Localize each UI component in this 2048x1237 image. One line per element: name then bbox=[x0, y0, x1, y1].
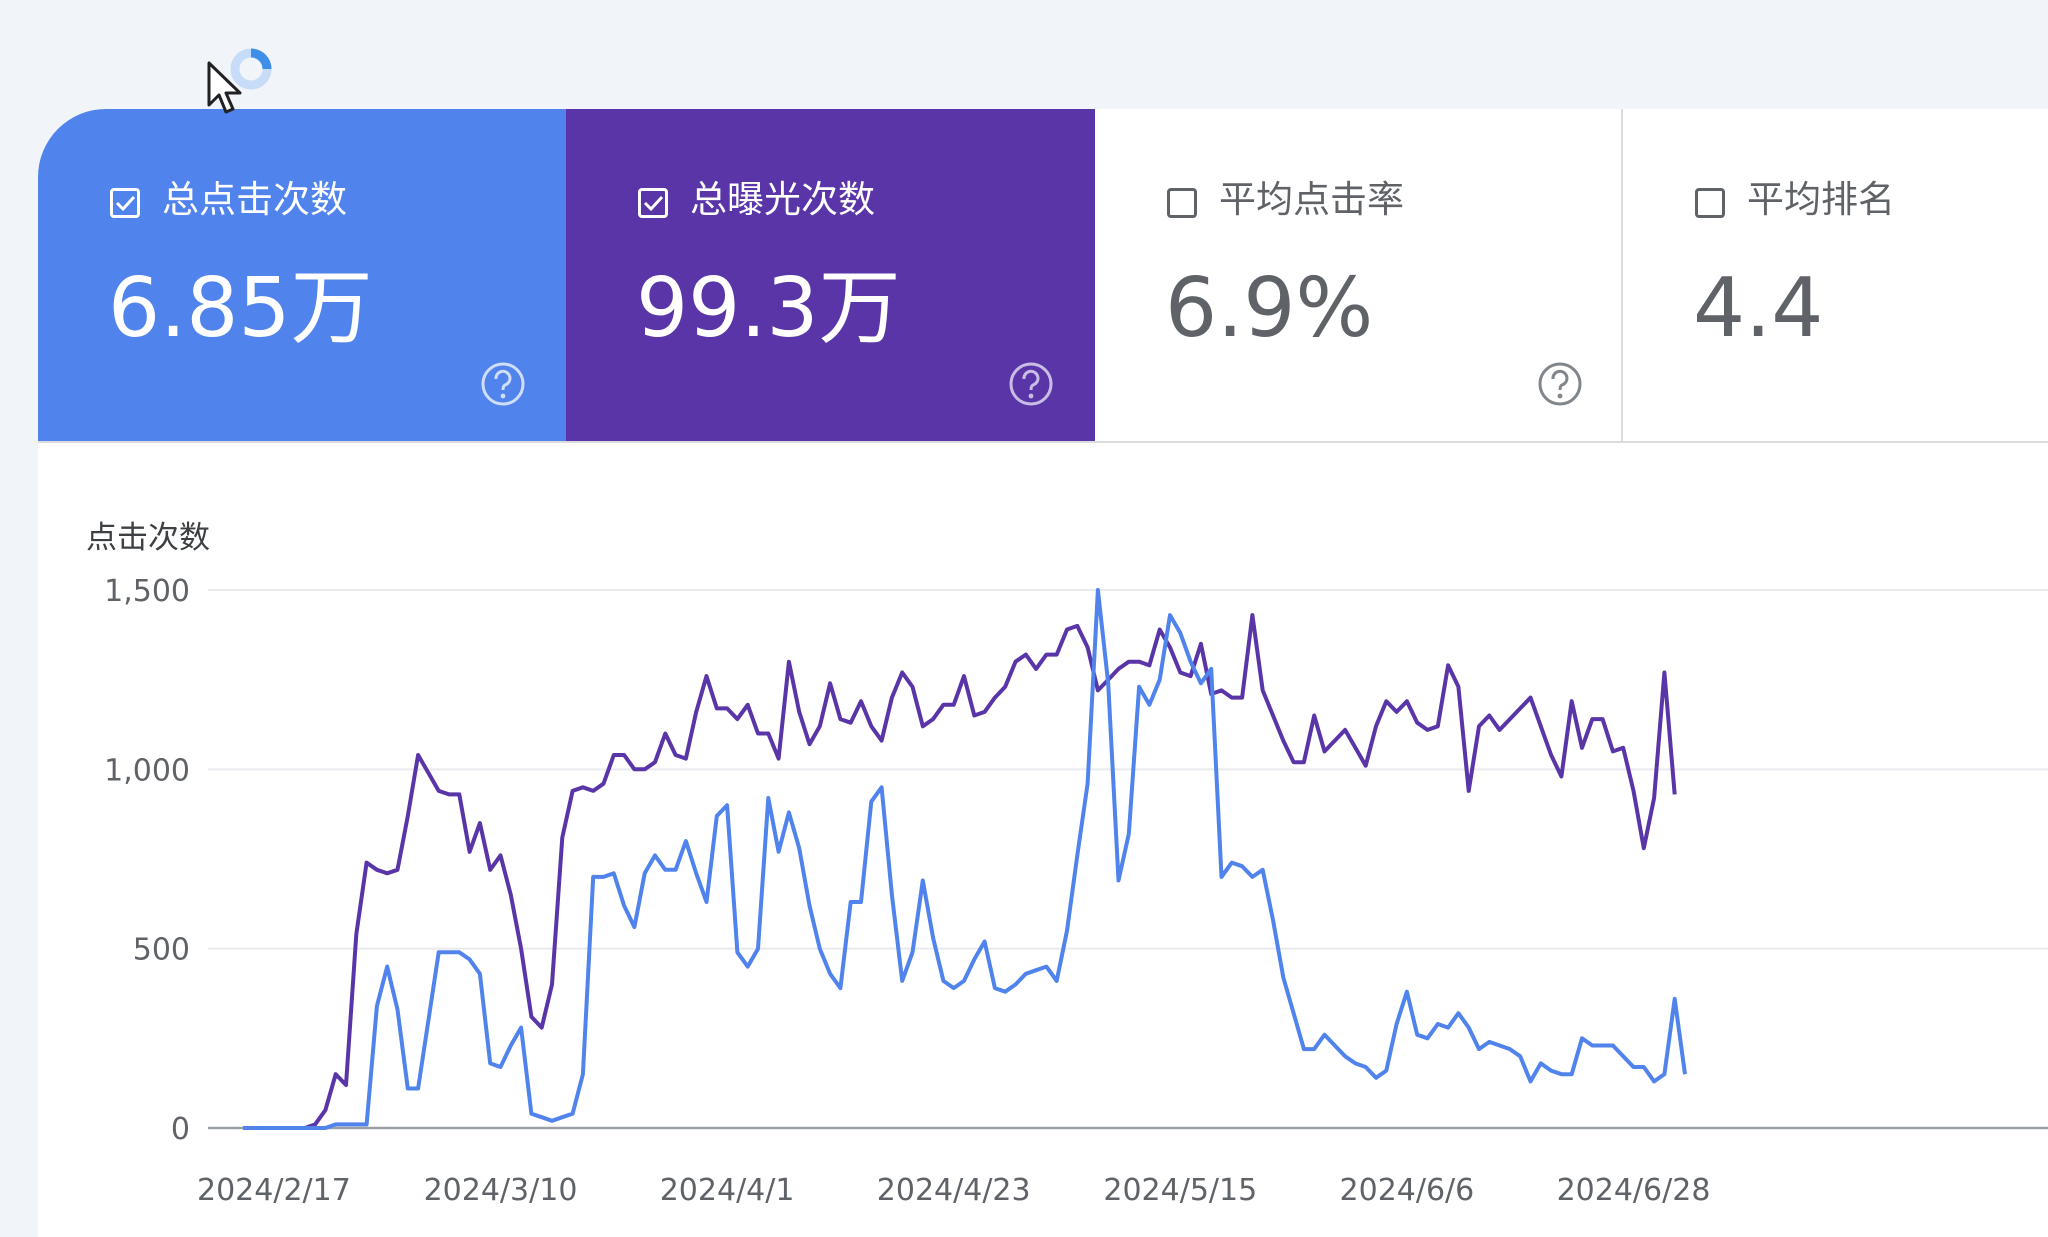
y-axis-title: 点击次数 bbox=[86, 520, 210, 556]
x-axis-ticks: 2024/2/17 2024/3/10 2024/4/1 2024/4/23 2024/… bbox=[197, 1173, 1710, 1208]
scorecard-value: 99.3万 bbox=[636, 261, 901, 356]
scorecard-label: 平均点击率 bbox=[1219, 178, 1404, 221]
clicks-series-line bbox=[243, 588, 1687, 1130]
scorecard-total-impressions[interactable]: 总曝光次数 99.3万 bbox=[566, 109, 1095, 441]
help-circle-icon[interactable] bbox=[1008, 361, 1054, 407]
x-tick-label: 2024/6/28 bbox=[1557, 1173, 1711, 1208]
checkbox-checked-icon[interactable] bbox=[638, 188, 668, 218]
checkbox-unchecked-icon[interactable] bbox=[1167, 188, 1197, 218]
checkbox-unchecked-icon[interactable] bbox=[1695, 188, 1725, 218]
scorecard-value: 4.4 bbox=[1693, 261, 1824, 356]
scorecard-label: 总曝光次数 bbox=[690, 178, 875, 221]
x-tick-label: 2024/6/6 bbox=[1340, 1173, 1475, 1208]
series-lines bbox=[243, 588, 1687, 1130]
help-circle-icon[interactable] bbox=[480, 361, 526, 407]
x-tick-label: 2024/4/1 bbox=[660, 1173, 795, 1208]
grid-lines bbox=[208, 589, 2048, 1130]
scorecard-value: 6.85万 bbox=[108, 261, 373, 356]
mouse-cursor-icon bbox=[207, 61, 242, 114]
x-tick-label: 2024/3/10 bbox=[424, 1173, 578, 1208]
scorecard-average-ctr[interactable]: 平均点击率 6.9% bbox=[1095, 109, 1623, 441]
scorecards-divider bbox=[38, 441, 2048, 443]
scorecard-average-position[interactable]: 平均排名 4.4 bbox=[1623, 109, 2048, 441]
help-circle-icon[interactable] bbox=[1537, 361, 1583, 407]
x-tick-label: 2024/2/17 bbox=[197, 1173, 351, 1208]
y-tick-label: 1,500 bbox=[104, 574, 190, 609]
impressions-series-line bbox=[243, 613, 1677, 1130]
scorecard-label: 平均排名 bbox=[1747, 178, 1895, 221]
y-tick-label: 500 bbox=[133, 933, 190, 968]
checkbox-checked-icon[interactable] bbox=[110, 188, 140, 218]
y-axis-ticks: 0 500 1,000 1,500 bbox=[104, 574, 190, 1147]
y-tick-label: 0 bbox=[171, 1112, 190, 1147]
y-tick-label: 1,000 bbox=[104, 753, 190, 788]
scorecard-label: 总点击次数 bbox=[162, 178, 347, 221]
loading-ring-icon bbox=[230, 48, 272, 90]
x-tick-label: 2024/4/23 bbox=[877, 1173, 1031, 1208]
scorecard-total-clicks[interactable]: 总点击次数 6.85万 bbox=[38, 109, 566, 441]
scorecard-value: 6.9% bbox=[1165, 261, 1374, 356]
x-tick-label: 2024/5/15 bbox=[1103, 1173, 1257, 1208]
